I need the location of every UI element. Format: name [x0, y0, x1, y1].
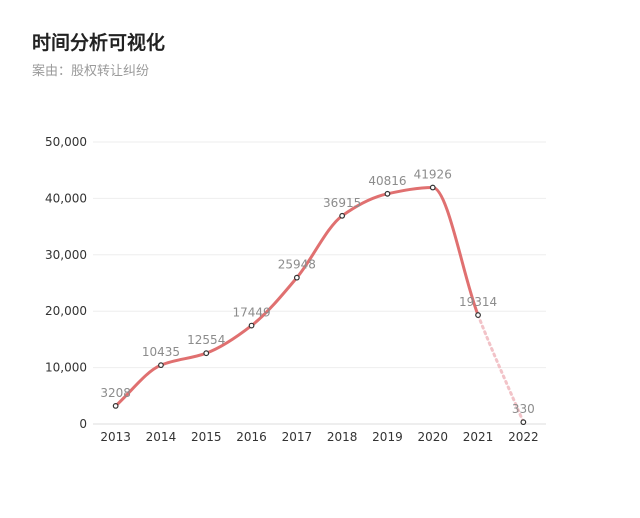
data-label: 25948 [278, 258, 316, 272]
data-label: 19314 [459, 295, 497, 309]
data-point [520, 419, 527, 426]
data-point [339, 212, 346, 219]
data-label: 10435 [142, 345, 180, 359]
x-tick-label: 2014 [146, 430, 177, 444]
y-tick-label: 20,000 [45, 304, 87, 318]
x-tick-label: 2013 [100, 430, 131, 444]
data-label: 12554 [187, 333, 225, 347]
x-tick-label: 2021 [463, 430, 494, 444]
x-tick-label: 2019 [372, 430, 403, 444]
series-line [114, 186, 480, 408]
page-subtitle: 案由：股权转让纠纷 [32, 64, 150, 79]
x-tick-label: 2022 [508, 430, 539, 444]
data-point [158, 362, 164, 369]
data-label: 36915 [323, 196, 361, 210]
x-tick-label: 2016 [236, 430, 267, 444]
y-tick-label: 10,000 [45, 361, 87, 375]
data-point [384, 190, 391, 197]
data-point [475, 312, 481, 318]
x-tick-label: 2018 [327, 430, 358, 444]
data-label: 330 [512, 402, 535, 416]
data-point [248, 322, 255, 329]
y-tick-label: 50,000 [45, 135, 87, 149]
x-tick-label: 2015 [191, 430, 222, 444]
y-tick-label: 40,000 [45, 191, 87, 205]
data-label: 40816 [368, 174, 406, 188]
data-point [112, 403, 119, 409]
x-tick-label: 2020 [417, 430, 448, 444]
x-tick-label: 2017 [282, 430, 313, 444]
data-label: 41926 [414, 168, 452, 182]
y-tick-label: 30,000 [45, 248, 87, 262]
y-tick-label: 0 [79, 417, 87, 431]
page-title: 时间分析可视化 [32, 32, 166, 54]
data-point [429, 184, 436, 191]
data-label: 3208 [100, 386, 131, 400]
data-point [203, 350, 210, 357]
series-line-projected [476, 313, 525, 424]
data-label: 17449 [232, 306, 270, 320]
data-point [293, 274, 300, 281]
